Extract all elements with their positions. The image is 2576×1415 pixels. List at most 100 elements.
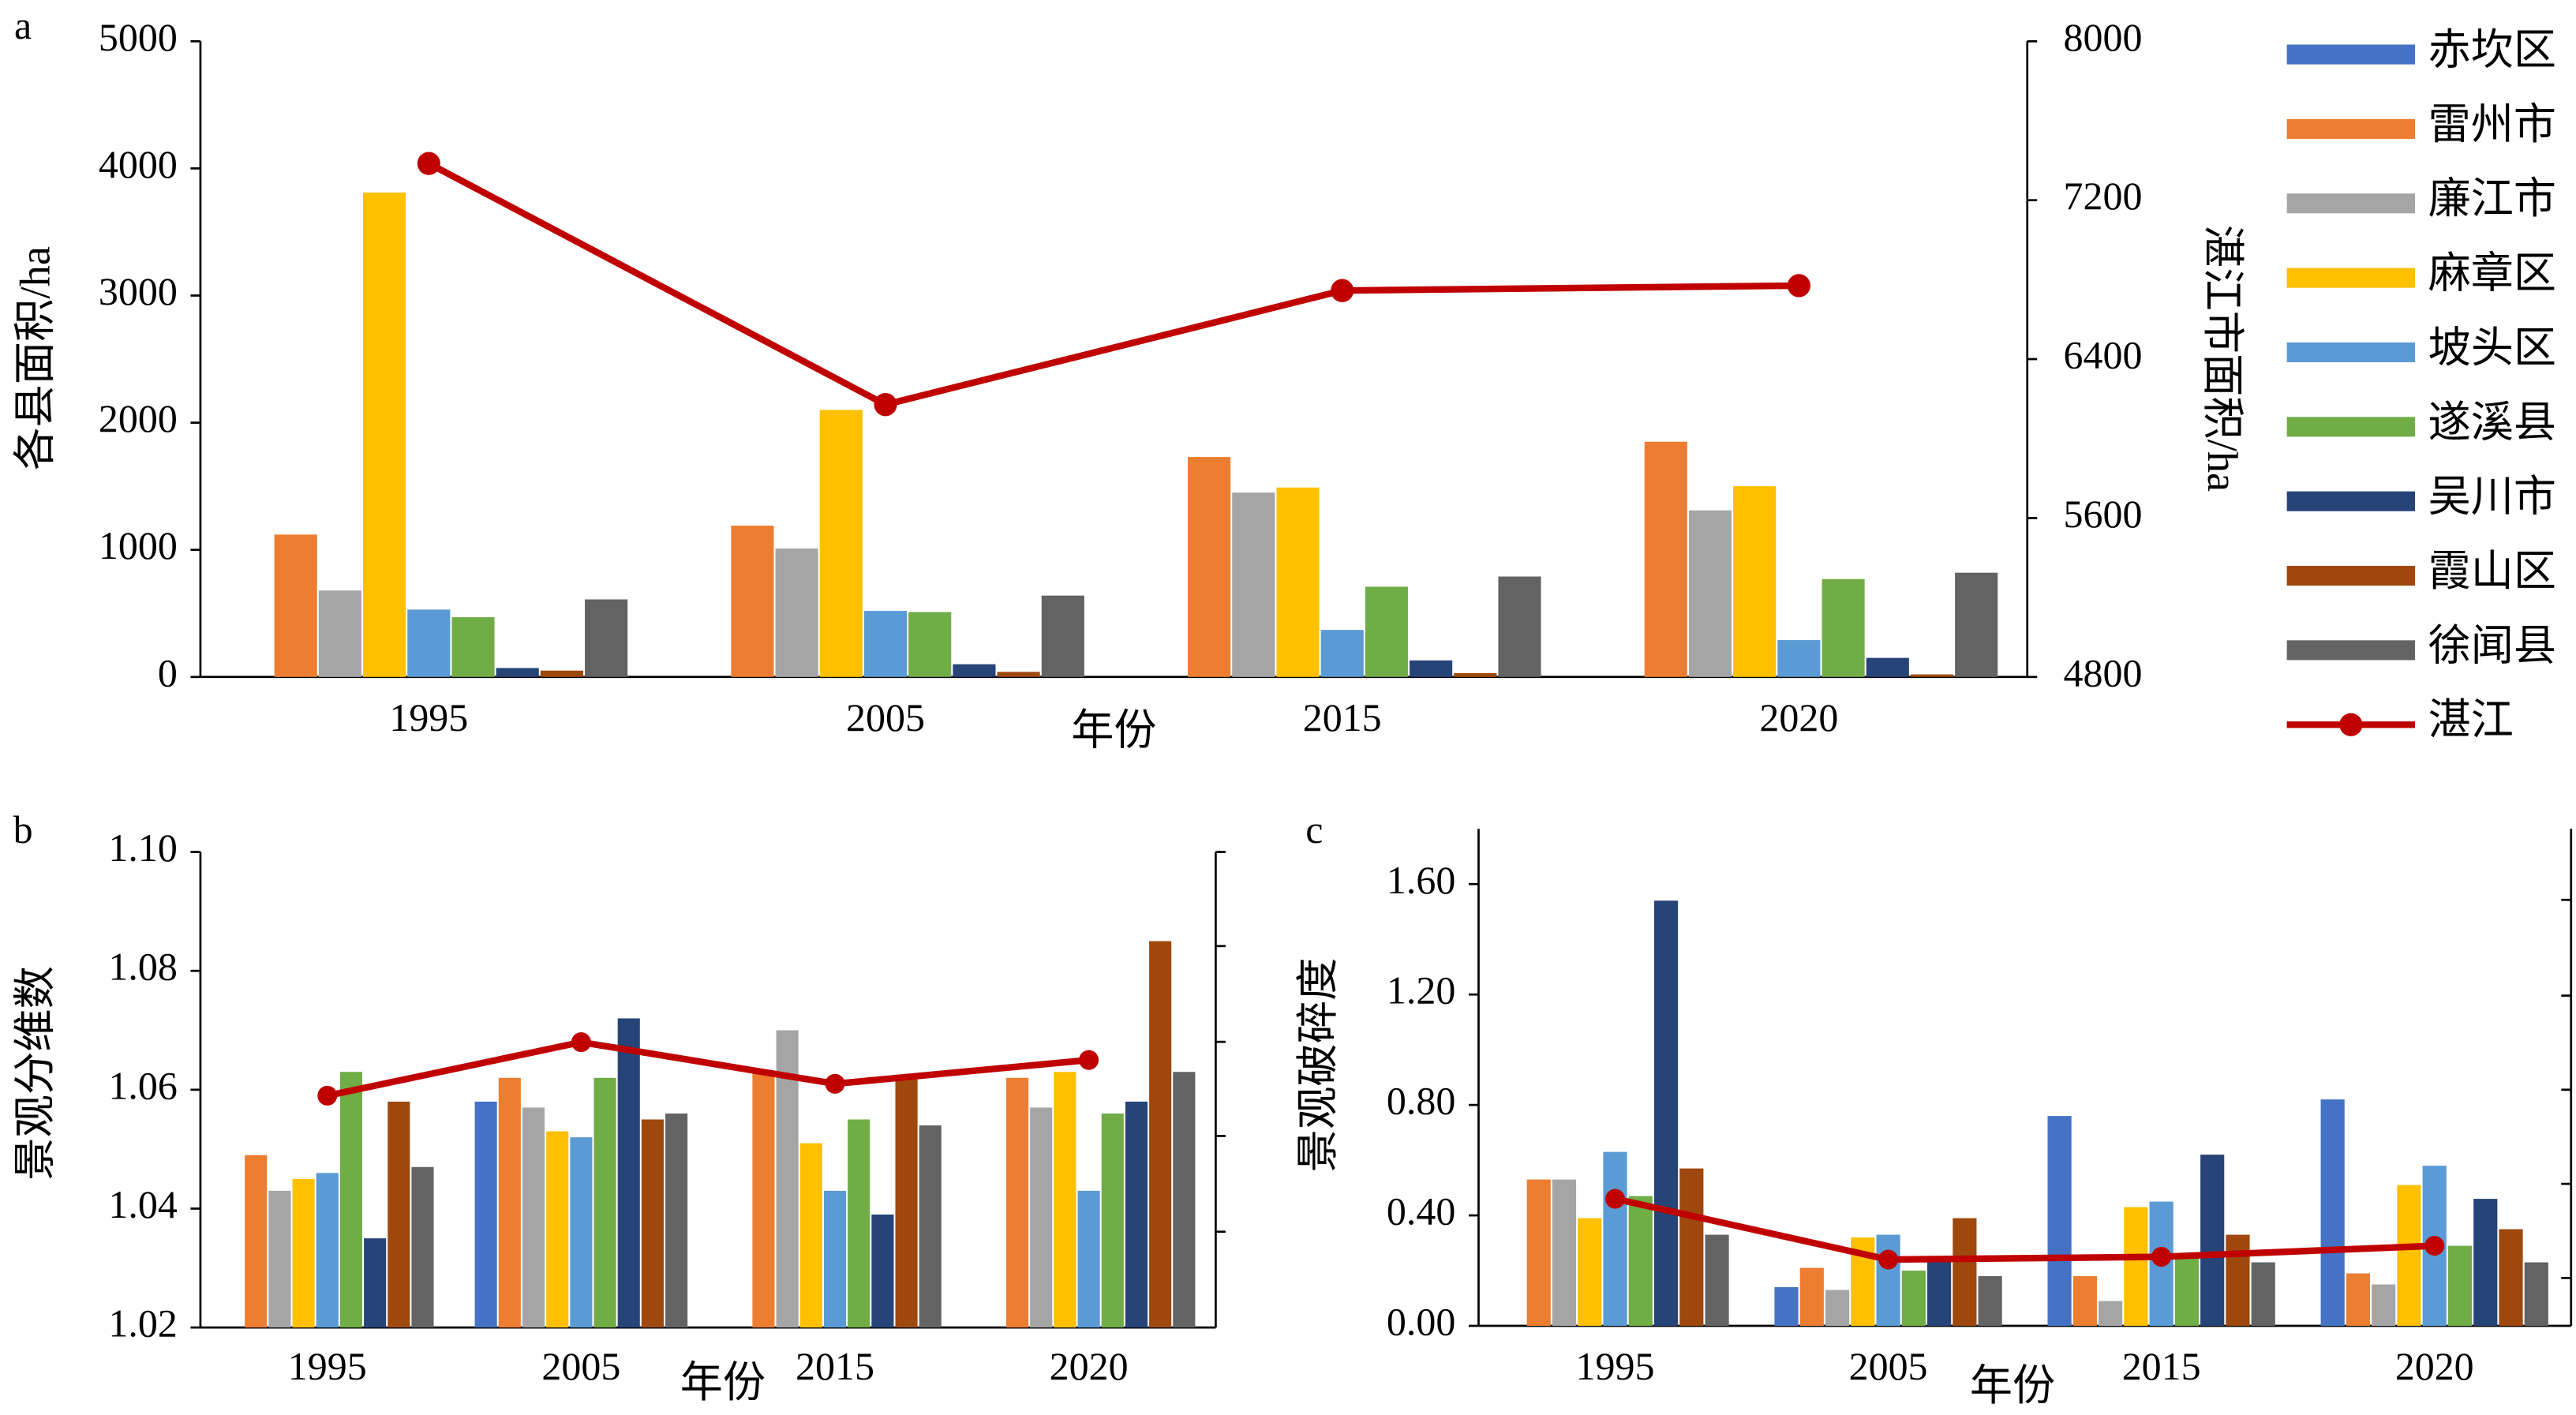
bar <box>318 590 361 677</box>
legend-label: 遂溪县 <box>2428 399 2556 446</box>
line-marker <box>874 393 897 417</box>
bar <box>2320 1099 2345 1327</box>
bar <box>2251 1262 2275 1327</box>
bar <box>2047 1116 2072 1327</box>
bar <box>1876 1234 1900 1327</box>
bar <box>1188 457 1231 677</box>
bar <box>1866 657 1909 677</box>
x-tick-label: 2015 <box>796 1344 874 1388</box>
bar <box>1454 672 1497 677</box>
bar <box>1276 487 1320 677</box>
x-tick-label: 1995 <box>1576 1344 1655 1388</box>
bar <box>292 1178 315 1328</box>
bar <box>1644 441 1687 677</box>
bar <box>593 1077 616 1328</box>
bar <box>339 1072 362 1328</box>
y-tick-label: 1.60 <box>1387 858 1455 902</box>
bar <box>1825 1290 1850 1327</box>
bar <box>363 193 406 677</box>
bar <box>1688 510 1732 677</box>
legend-swatch <box>2286 417 2415 437</box>
y-tick-label: 1.08 <box>108 945 177 989</box>
legend-label: 麻章区 <box>2428 249 2556 297</box>
bar <box>1054 1072 1076 1328</box>
y-tick-label: 1.02 <box>108 1301 177 1346</box>
bar <box>274 534 317 677</box>
line-marker <box>1787 274 1810 298</box>
bar <box>1498 576 1541 677</box>
legend-swatch <box>2286 491 2415 511</box>
bar <box>1041 595 1084 677</box>
bar <box>2524 1262 2548 1327</box>
line-marker <box>317 1085 338 1106</box>
bar <box>617 1018 640 1328</box>
bar <box>268 1190 291 1328</box>
y-tick-label: 2000 <box>99 396 178 440</box>
bar <box>799 1143 822 1328</box>
y2-tick-label: 5600 <box>2064 492 2143 536</box>
bar <box>2473 1199 2498 1327</box>
bar <box>1953 1218 1977 1327</box>
bar <box>546 1131 569 1328</box>
bar <box>1552 1179 1577 1327</box>
y2-axis-label: 湛江市面积/ha <box>2199 225 2246 492</box>
y-tick-label: 1.20 <box>1387 968 1455 1013</box>
legend-label: 吴川市 <box>2428 474 2556 521</box>
y2-tick-label: 6400 <box>2064 332 2143 376</box>
legend-label: 坡头区 <box>2428 324 2556 372</box>
bar <box>1978 1276 2002 1327</box>
line-marker <box>1605 1189 1625 1209</box>
bar <box>863 611 908 677</box>
bar <box>1927 1256 1952 1327</box>
bar <box>895 1077 918 1328</box>
y-tick-label: 0 <box>158 650 178 694</box>
legend-swatch <box>2286 193 2415 214</box>
y-tick-label: 1000 <box>99 523 178 567</box>
bar <box>1955 572 1998 677</box>
x-tick-label: 1995 <box>288 1344 367 1388</box>
x-tick-label: 2015 <box>1303 695 1382 739</box>
bar <box>498 1077 521 1328</box>
bar <box>407 609 451 677</box>
legend-label: 霞山区 <box>2428 548 2556 595</box>
y-tick-label: 0.80 <box>1387 1079 1455 1123</box>
bar <box>1777 640 1821 677</box>
bar <box>474 1101 497 1328</box>
y-tick-label: 3000 <box>99 269 178 313</box>
legend-label: 赤坎区 <box>2428 26 2556 73</box>
bar <box>1232 492 1275 677</box>
line <box>326 1039 1089 1099</box>
bar <box>752 1072 775 1328</box>
bar <box>388 1101 410 1328</box>
bar <box>953 664 996 677</box>
bar <box>997 672 1040 677</box>
y-tick-label: 1.06 <box>108 1063 177 1107</box>
right-axis-ticks-b <box>1215 851 1226 1328</box>
bar <box>522 1107 545 1328</box>
legend-label: 徐闻县 <box>2428 622 2556 669</box>
bar <box>496 668 539 677</box>
x-axis-label: 年份 <box>1970 1362 2055 1409</box>
legend-swatch <box>2286 640 2415 661</box>
x-tick-label: 2020 <box>1050 1344 1129 1388</box>
bar <box>2072 1276 2097 1327</box>
line <box>1614 1196 2435 1263</box>
x-axis-label: 年份 <box>680 1359 766 1406</box>
legend-label: 湛江 <box>2428 697 2514 744</box>
x-tick-label: 2005 <box>1849 1344 1928 1388</box>
bar <box>1149 941 1172 1328</box>
line-marker <box>1331 279 1354 302</box>
line-marker <box>1079 1050 1099 1070</box>
y-tick-label: 4000 <box>99 142 178 186</box>
bar <box>585 599 628 677</box>
legend-swatch <box>2286 44 2415 65</box>
y-axis-label: 景观破碎度 <box>1294 957 1342 1172</box>
x-tick-label: 2020 <box>1759 695 1838 739</box>
bar <box>2346 1273 2371 1327</box>
bar <box>570 1137 593 1328</box>
bar <box>1733 486 1777 677</box>
bar <box>2174 1256 2200 1327</box>
panel-label: b <box>13 807 33 852</box>
bar <box>1705 1234 1729 1327</box>
panel-label: c <box>1305 807 1323 852</box>
